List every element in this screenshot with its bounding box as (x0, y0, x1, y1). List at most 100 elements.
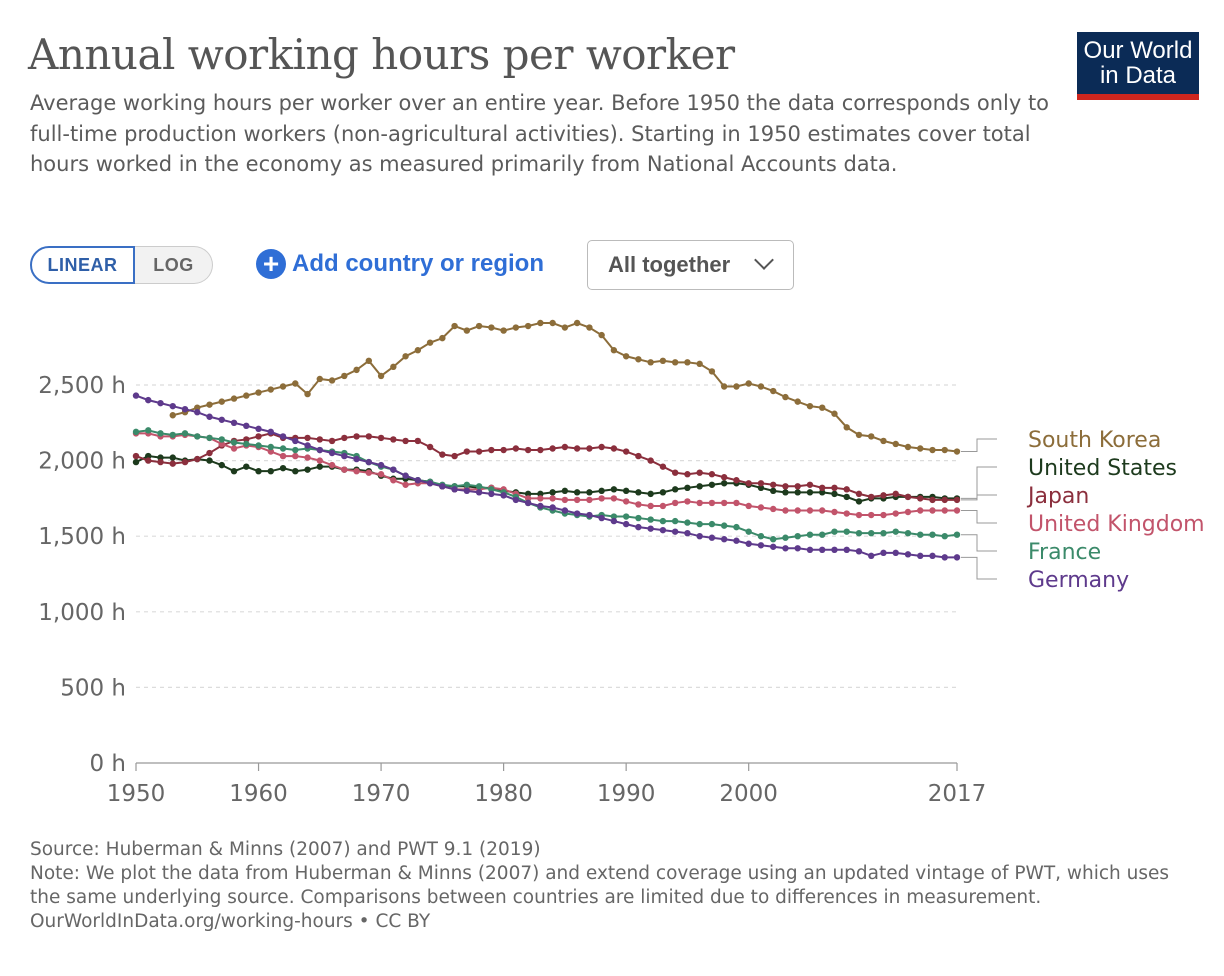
data-point (353, 455, 360, 463)
add-country-button[interactable]: + Add country or region (256, 249, 544, 279)
data-point (475, 448, 483, 455)
data-point (377, 372, 385, 380)
data-point (157, 430, 164, 437)
data-point (880, 511, 887, 519)
data-point (635, 356, 642, 363)
data-point (757, 542, 765, 549)
data-point (868, 433, 875, 440)
data-point (255, 442, 262, 449)
data-point (439, 451, 446, 458)
footer-url[interactable]: OurWorldInData.org/working-hours • CC BY (30, 911, 431, 932)
data-point (622, 520, 630, 528)
data-point (757, 504, 765, 511)
data-point (806, 489, 814, 496)
data-point (145, 457, 152, 464)
data-point (402, 437, 409, 445)
data-point (414, 477, 422, 484)
data-point (843, 424, 850, 431)
data-point (426, 443, 434, 451)
data-point (892, 528, 899, 535)
series-france (132, 427, 961, 543)
data-point (880, 529, 887, 537)
data-point (892, 440, 899, 448)
data-point (733, 537, 740, 544)
data-point (843, 546, 850, 554)
y-tick-label: 500 h (60, 675, 126, 701)
data-point (500, 446, 507, 454)
data-point (377, 434, 385, 442)
data-point (414, 437, 422, 445)
data-point (426, 480, 434, 487)
data-point (488, 486, 495, 493)
data-point (720, 480, 728, 487)
data-point (769, 481, 777, 488)
data-point (610, 513, 618, 520)
data-point (708, 499, 716, 507)
data-point (892, 549, 899, 557)
data-point (659, 517, 667, 525)
data-point (610, 486, 618, 493)
data-point (720, 499, 728, 507)
data-point (917, 552, 924, 560)
log-button[interactable]: LOG (135, 246, 213, 284)
data-point (953, 448, 961, 455)
data-point (610, 347, 618, 354)
data-point (279, 433, 287, 440)
data-point (671, 517, 679, 525)
owid-logo[interactable]: Our World in Data (1077, 32, 1199, 100)
data-point (524, 446, 532, 454)
data-point (512, 324, 520, 331)
data-point (622, 513, 630, 520)
data-point (635, 523, 642, 531)
data-point (267, 443, 274, 451)
data-point (488, 490, 495, 498)
data-point (855, 548, 863, 555)
data-point (769, 543, 777, 550)
data-point (684, 529, 691, 537)
data-point (402, 472, 409, 479)
facet-dropdown[interactable]: All together (587, 240, 794, 290)
data-point (341, 466, 348, 473)
data-point (904, 529, 912, 537)
data-point (537, 490, 544, 498)
data-point (573, 510, 581, 517)
data-point (537, 495, 544, 502)
legend-label: Germany (1028, 568, 1129, 593)
data-point (463, 481, 471, 488)
data-point (328, 437, 336, 445)
data-point (610, 517, 618, 525)
data-point (390, 436, 397, 443)
data-point (132, 392, 140, 399)
data-point (941, 446, 948, 454)
label-connector (961, 494, 997, 501)
data-point (255, 433, 262, 440)
data-point (782, 393, 789, 401)
data-point (524, 499, 532, 507)
data-point (463, 327, 471, 334)
data-point (855, 529, 863, 537)
data-point (843, 493, 850, 501)
data-point (831, 508, 838, 516)
data-point (230, 419, 238, 426)
data-point (194, 404, 201, 411)
data-point (794, 533, 801, 540)
data-point (426, 339, 434, 346)
linear-button[interactable]: LINEAR (30, 246, 135, 284)
data-point (794, 483, 801, 490)
data-point (941, 554, 948, 561)
data-point (561, 507, 569, 514)
data-point (512, 445, 520, 452)
data-point (671, 499, 679, 507)
data-point (267, 386, 274, 393)
data-point (181, 405, 189, 413)
data-point (230, 395, 238, 402)
data-point (622, 498, 630, 505)
data-point (549, 504, 556, 511)
data-point (573, 496, 581, 504)
x-tick-label: 1950 (107, 781, 166, 807)
data-point (782, 534, 789, 541)
data-point (304, 390, 311, 398)
scale-toggle: LINEAR LOG (30, 246, 213, 284)
data-point (353, 433, 360, 440)
legend-label: France (1028, 540, 1101, 565)
